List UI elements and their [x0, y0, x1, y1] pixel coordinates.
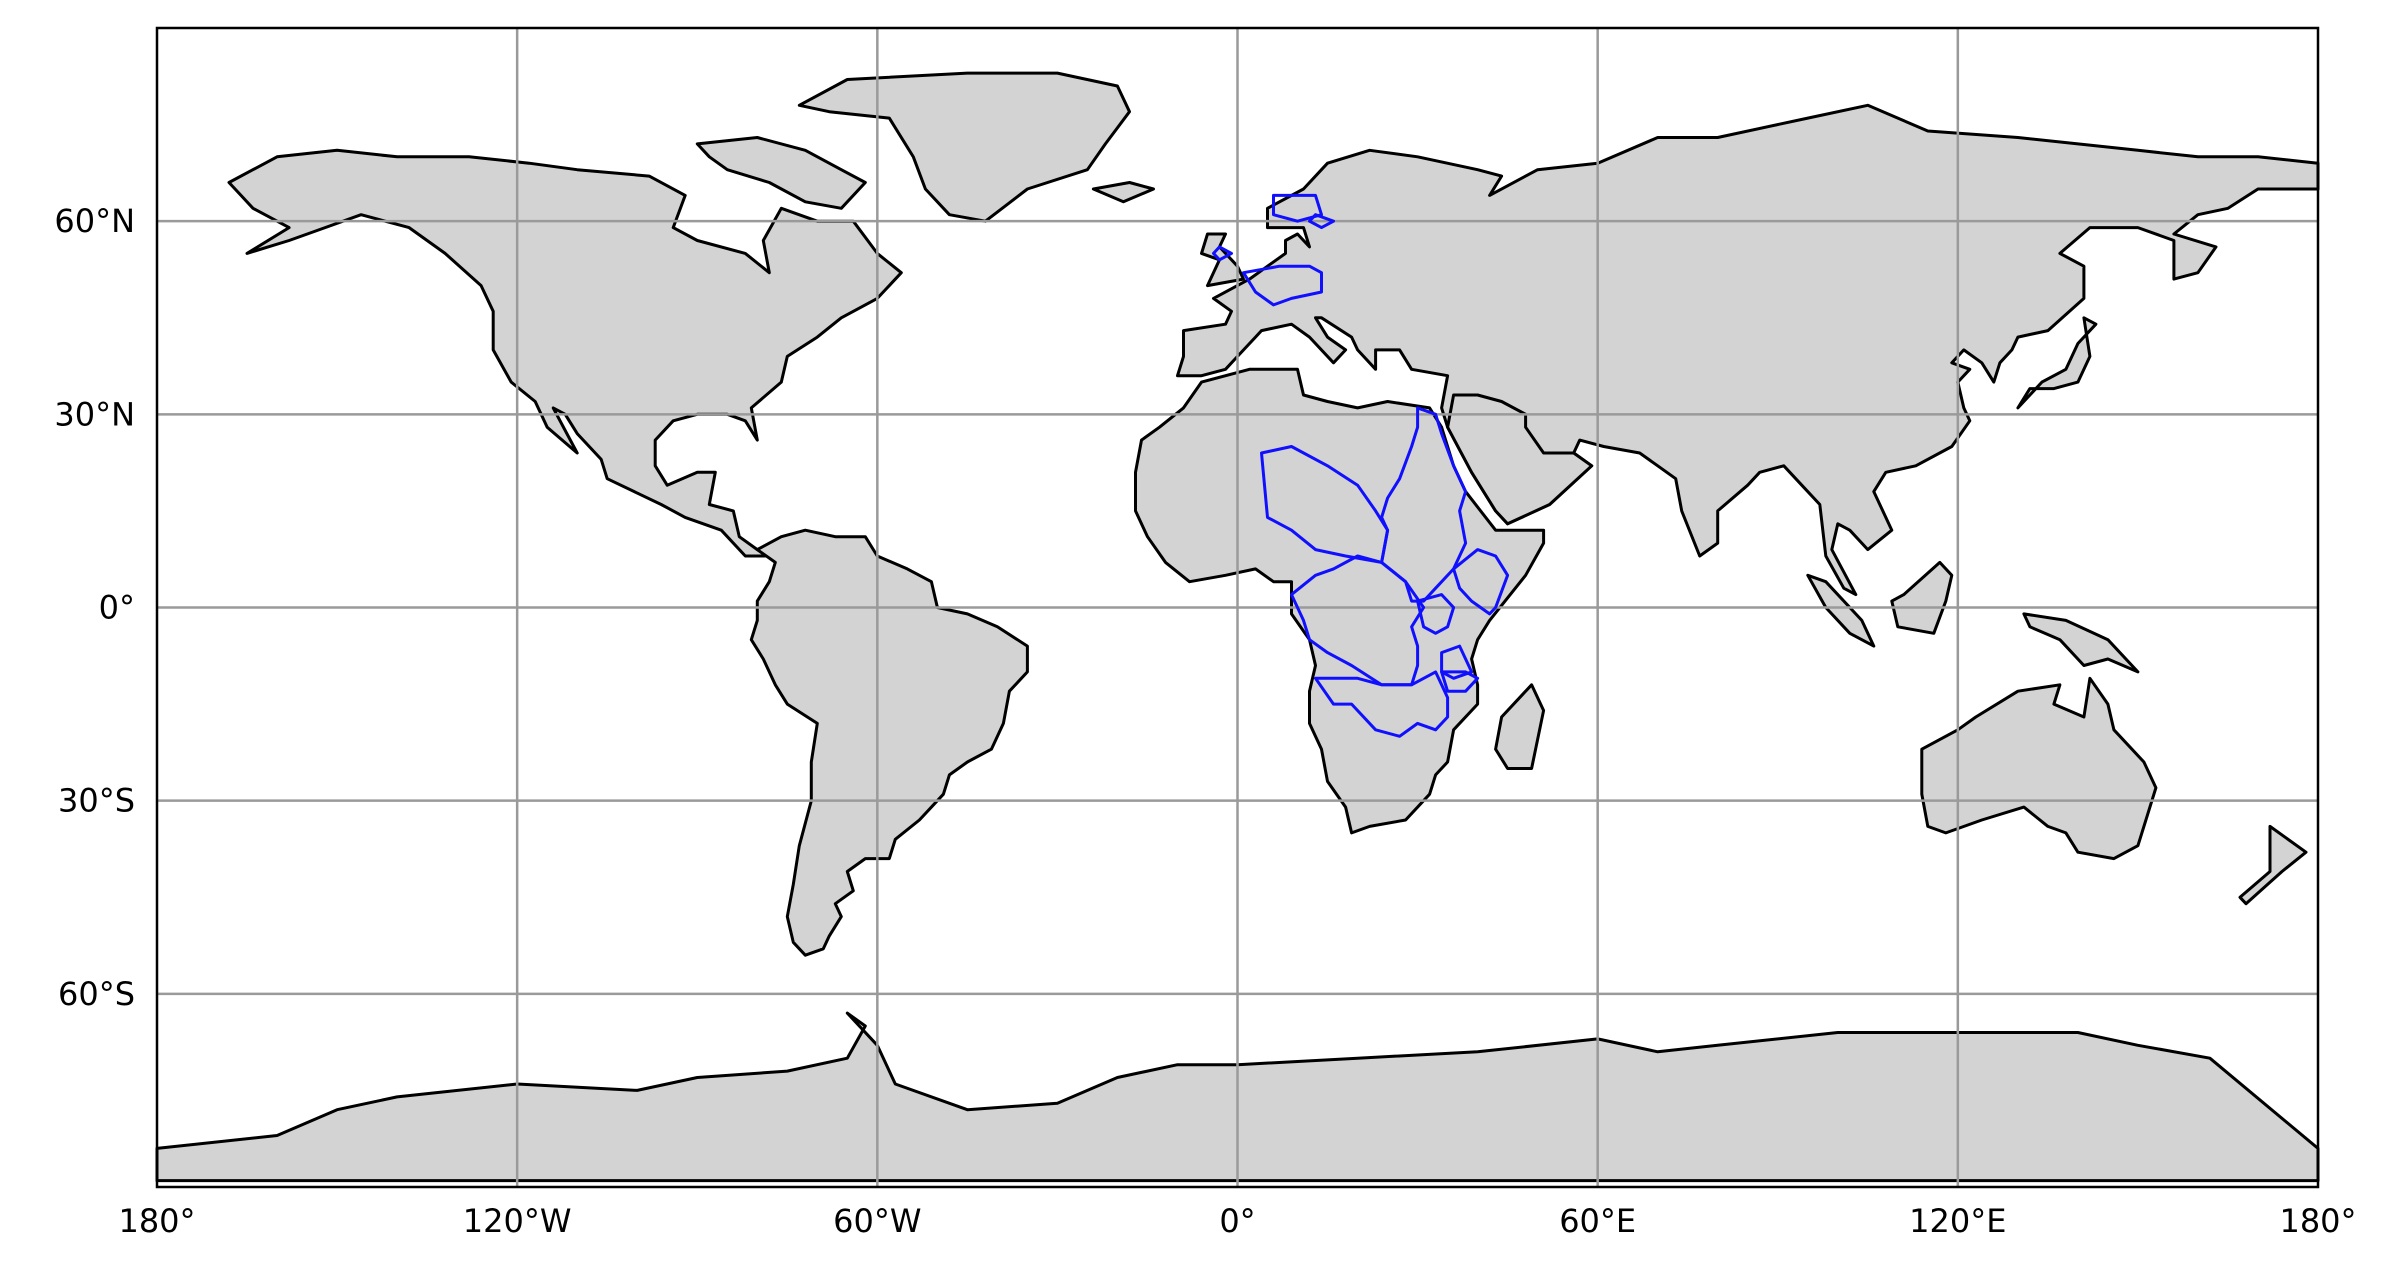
- new-zealand-landmass: [2238, 824, 2308, 906]
- japan-landmass: [2016, 316, 2098, 410]
- gridlines: [157, 28, 2318, 1187]
- map-frame: [155, 26, 2320, 1189]
- lat-tick-label: 60°S: [58, 975, 135, 1013]
- arabia-landmass: [1446, 393, 1594, 526]
- latitude-tick-labels: 60°N 30°N 0° 30°S 60°S: [54, 202, 135, 1013]
- lon-tick-label: 180°: [118, 1202, 195, 1240]
- lon-tick-label: 180°: [2279, 1202, 2356, 1240]
- greenland-landmass: [797, 71, 1131, 223]
- basin-central-europe-outline: [1242, 264, 1323, 307]
- iceland-landmass: [1091, 181, 1155, 204]
- south-america-landmass: [749, 528, 1029, 957]
- lon-tick-label: 120°W: [463, 1202, 572, 1240]
- lon-tick-label: 60°E: [1559, 1202, 1636, 1240]
- lat-tick-label: 30°S: [58, 782, 135, 820]
- north-america-landmass: [227, 148, 903, 558]
- australia-landmass: [1920, 676, 2158, 861]
- basin-scandinavia-b-outline: [1308, 213, 1335, 230]
- new-guinea-landmass: [2022, 612, 2140, 674]
- basin-lake-victoria-outline: [1416, 593, 1456, 635]
- lon-tick-label: 0°: [1219, 1202, 1255, 1240]
- lat-tick-label: 0°: [99, 589, 135, 627]
- river-basin-outlines: [1212, 193, 1510, 738]
- lat-tick-label: 60°N: [54, 202, 135, 240]
- madagascar-landmass: [1494, 683, 1546, 770]
- basin-scandinavia-a-outline: [1272, 193, 1323, 223]
- lon-tick-label: 60°W: [833, 1202, 921, 1240]
- basin-rovuma-outline: [1440, 670, 1480, 693]
- basin-britain-outline: [1212, 245, 1233, 262]
- lon-tick-label: 120°E: [1909, 1202, 2006, 1240]
- longitude-tick-labels: 180° 120°W 60°W 0° 60°E 120°E 180°: [118, 1202, 2356, 1240]
- basin-juba-shabelle-outline: [1452, 548, 1510, 616]
- basin-zambezi-outline: [1314, 670, 1450, 738]
- basin-congo-outline: [1290, 554, 1426, 687]
- basin-lake-chad-outline: [1260, 445, 1390, 564]
- baffin-island-landmass: [695, 136, 867, 210]
- eurasia-landmass: [1176, 103, 2320, 597]
- borneo-landmass: [1890, 560, 1954, 635]
- lat-tick-label: 30°N: [54, 395, 135, 433]
